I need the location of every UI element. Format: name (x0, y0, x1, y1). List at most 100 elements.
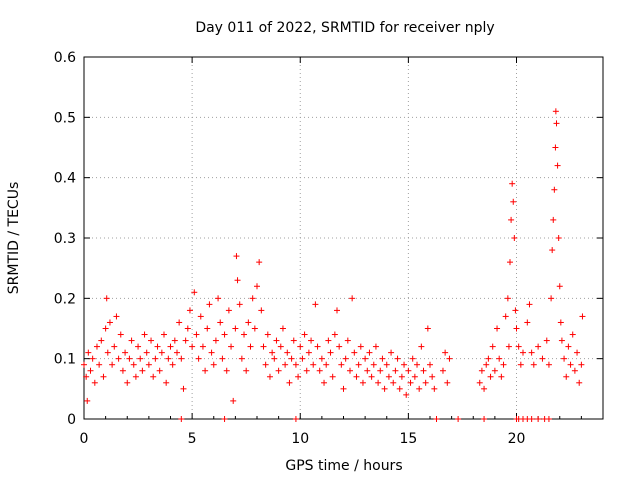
data-point (93, 343, 100, 350)
data-point (191, 289, 198, 296)
data-point (362, 355, 369, 362)
data-point (364, 367, 371, 374)
data-point (122, 349, 129, 356)
data-point (148, 337, 155, 344)
data-point (420, 367, 427, 374)
data-point (334, 307, 341, 314)
data-point (331, 331, 338, 338)
data-point (487, 373, 494, 380)
data-point (193, 331, 200, 338)
data-point (481, 385, 488, 392)
y-tick-label: 0.4 (54, 171, 76, 187)
data-point (398, 373, 405, 380)
data-point (375, 379, 382, 386)
data-point (433, 416, 440, 422)
x-tick-label: 20 (508, 431, 526, 447)
data-point (513, 325, 520, 332)
data-point (427, 361, 433, 368)
data-point (236, 301, 243, 308)
data-point (233, 253, 240, 260)
axis-ticks: 0 0.1 0.2 0.3 0.4 0.5 0.6 0 5 10 15 20 (54, 50, 603, 447)
data-point (401, 361, 408, 368)
data-point (141, 331, 148, 338)
data-point (535, 416, 542, 422)
data-point (411, 373, 418, 380)
data-point (489, 343, 496, 350)
data-point (329, 373, 336, 380)
data-point (223, 367, 230, 374)
data-point (325, 337, 332, 344)
data-point (553, 120, 560, 127)
data-point (186, 307, 193, 314)
data-point (103, 295, 110, 302)
data-point (396, 385, 403, 392)
data-point (163, 379, 170, 386)
data-point (264, 331, 271, 338)
data-point (271, 355, 278, 362)
data-point (409, 355, 416, 362)
data-point (567, 361, 574, 368)
data-point (509, 180, 516, 187)
data-point (297, 343, 304, 350)
data-point (545, 361, 552, 368)
data-point (215, 295, 222, 302)
data-point (143, 349, 150, 356)
data-point (342, 355, 349, 362)
data-point (517, 361, 524, 368)
x-tick-label: 15 (399, 431, 417, 447)
data-point (165, 355, 172, 362)
data-point (275, 367, 282, 374)
data-point (455, 416, 462, 422)
data-point (574, 349, 581, 356)
data-point (210, 361, 217, 368)
data-point (245, 319, 252, 326)
data-point (496, 355, 503, 362)
data-point (199, 343, 206, 350)
data-point (505, 343, 512, 350)
data-point (104, 349, 111, 356)
data-point (102, 325, 109, 332)
data-point (552, 108, 559, 115)
data-point (173, 349, 180, 356)
data-point (197, 313, 204, 320)
data-point (340, 385, 347, 392)
data-point (232, 325, 239, 332)
data-point (444, 379, 451, 386)
data-point (206, 301, 213, 308)
data-point (126, 355, 133, 362)
data-point (234, 277, 241, 284)
data-point (556, 283, 563, 290)
data-point (314, 343, 321, 350)
data-point (258, 307, 265, 314)
data-point (392, 367, 399, 374)
data-point (439, 367, 446, 374)
data-point (336, 343, 343, 350)
data-point (139, 367, 146, 374)
data-point (221, 416, 228, 422)
data-point (295, 373, 302, 380)
data-point (310, 361, 317, 368)
data-point (403, 391, 410, 398)
data-point (128, 337, 135, 344)
data-point (100, 373, 107, 380)
data-point (357, 343, 364, 350)
data-point (550, 216, 557, 223)
data-point (539, 355, 546, 362)
data-point (569, 331, 576, 338)
data-point (91, 379, 98, 386)
data-point (512, 307, 519, 314)
data-point (344, 337, 351, 344)
data-point (251, 325, 258, 332)
data-point (351, 349, 358, 356)
data-point (132, 373, 139, 380)
data-point (485, 355, 492, 362)
data-point (528, 416, 535, 422)
data-point (241, 331, 248, 338)
data-point (491, 367, 498, 374)
data-point (549, 247, 556, 254)
data-point (414, 361, 421, 368)
data-point (388, 349, 395, 356)
data-point (254, 283, 260, 290)
data-point (247, 343, 254, 350)
data-point (323, 361, 330, 368)
